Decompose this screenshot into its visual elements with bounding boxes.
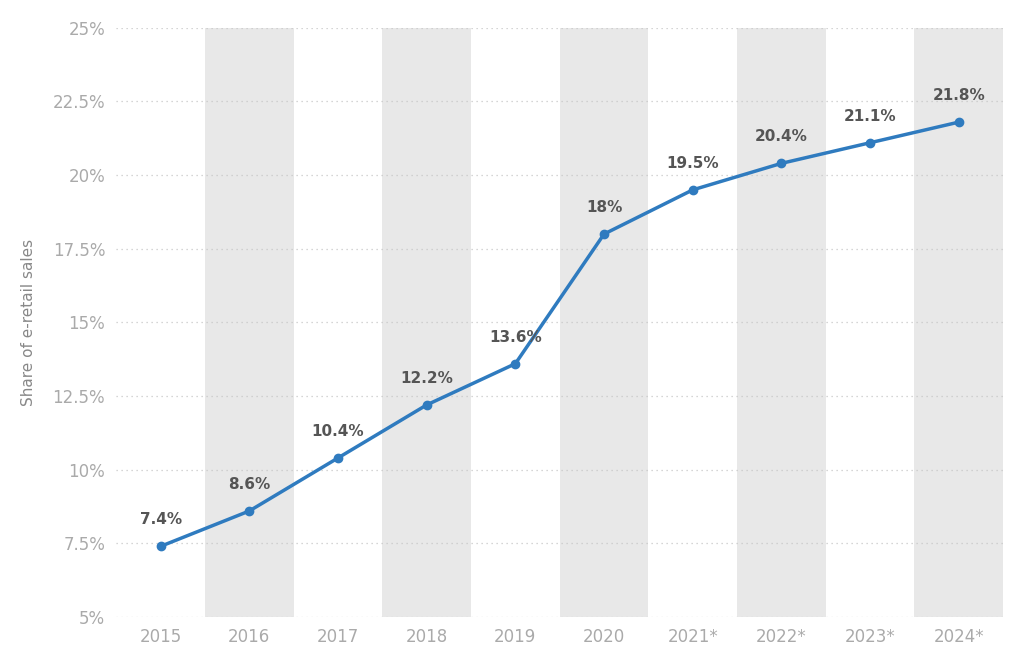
Text: 10.4%: 10.4% [311,424,365,439]
Text: 13.6%: 13.6% [489,329,542,345]
Text: 18%: 18% [586,200,623,215]
Text: 8.6%: 8.6% [228,477,270,492]
Bar [737,28,825,617]
Y-axis label: Share of e-retail sales: Share of e-retail sales [20,239,36,406]
Bar [205,28,294,617]
Text: 21.1%: 21.1% [844,109,896,123]
Text: 7.4%: 7.4% [139,512,181,527]
Bar [914,28,1004,617]
Bar [560,28,648,617]
Text: 12.2%: 12.2% [400,371,453,386]
Bar [382,28,471,617]
Text: 21.8%: 21.8% [933,88,985,103]
Text: 20.4%: 20.4% [755,129,808,144]
Text: 19.5%: 19.5% [667,155,719,171]
